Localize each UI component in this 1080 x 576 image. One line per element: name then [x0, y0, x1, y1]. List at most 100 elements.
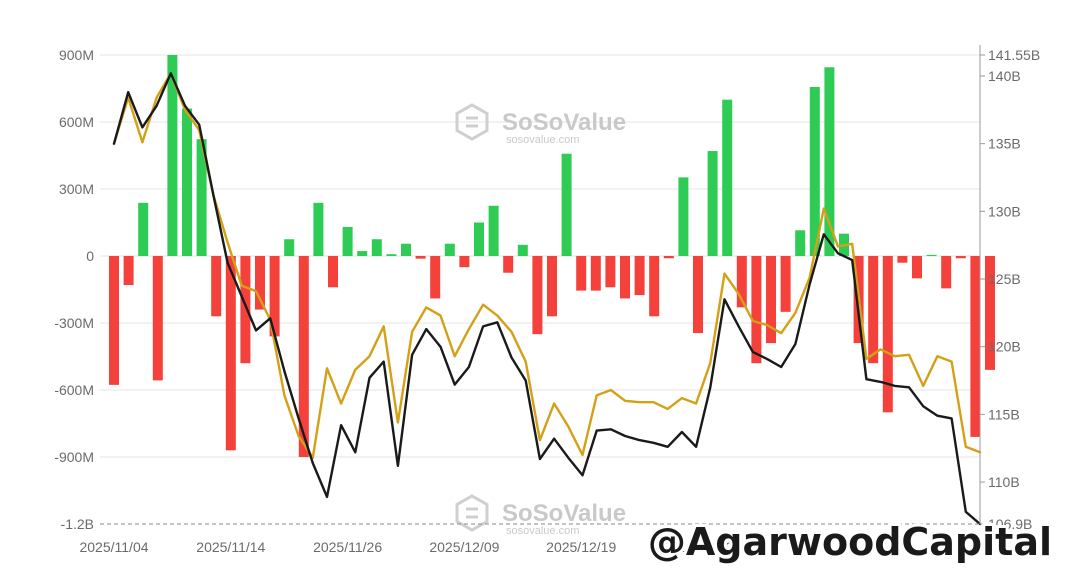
inflow-bar: [561, 153, 572, 256]
outflow-bar: [649, 256, 660, 317]
left-tick-label: 600M: [59, 114, 94, 130]
sosovalue-logo-icon: [455, 103, 489, 141]
outflow-bar: [123, 256, 134, 286]
x-tick-label: 2025/11/26: [313, 539, 382, 555]
inflow-bar: [722, 99, 733, 257]
outflow-bar: [766, 256, 776, 344]
watermark-brand: SoSoValue: [502, 500, 626, 527]
inflow-bar: [196, 139, 207, 256]
series-line: [112, 72, 982, 459]
inflow-bar: [138, 202, 149, 256]
left-tick-label: -300M: [54, 315, 94, 331]
right-tick-label: 120B: [988, 339, 1021, 355]
outflow-bar: [547, 256, 557, 317]
left-tick-label: -900M: [54, 449, 94, 465]
outflow-bar: [897, 256, 908, 263]
inflow-bar: [284, 239, 295, 256]
series-line: [112, 72, 982, 526]
outflow-bar: [152, 256, 163, 381]
inflow-bar: [678, 177, 689, 256]
outflow-bar: [751, 256, 762, 364]
watermark-brand: SoSoValue: [502, 109, 626, 136]
outflow-bar: [605, 256, 616, 288]
sosovalue-logo-icon: [455, 494, 489, 532]
inflow-bar: [444, 243, 455, 256]
outflow-bar: [663, 256, 674, 259]
watermark-top: SoSoValue sosovalue.com: [455, 103, 626, 146]
inflow-bar: [167, 55, 178, 256]
inflow-bar: [357, 251, 368, 256]
right-tick-label: 130B: [988, 203, 1021, 219]
outflow-bar: [941, 256, 952, 289]
inflow-bar: [474, 222, 484, 256]
outflow-bar: [211, 256, 222, 317]
axes: [100, 45, 981, 525]
inflow-bar: [488, 205, 499, 256]
inflow-bar: [182, 108, 192, 256]
outflow-bar: [459, 256, 470, 268]
left-tick-label: 300M: [59, 181, 94, 197]
watermark-sub: sosovalue.com: [506, 134, 579, 146]
inflow-bar: [313, 202, 324, 256]
outflow-bar: [109, 256, 119, 385]
outflow-bar: [298, 256, 309, 457]
outflow-bar: [634, 256, 645, 296]
right-tick-label: 106.9B: [988, 516, 1032, 532]
outflow-bar: [868, 256, 879, 364]
right-tick-label: 141.55B: [988, 47, 1040, 63]
outflow-bar: [693, 256, 703, 334]
x-axis-ticks: 2025/11/04 2025/11/14 2025/11/26 2025/12/09…: [79, 539, 733, 555]
right-tick-label: 110B: [988, 474, 1020, 490]
outflow-bar: [576, 256, 587, 291]
outflow-bar: [430, 256, 441, 299]
x-tick-label: 2025/12/09: [429, 539, 499, 555]
credit-label: @AgarwoodCapital: [648, 520, 1052, 564]
inflow-bar: [926, 254, 937, 256]
right-tick-label: 135B: [988, 136, 1021, 152]
inflow-bar: [824, 67, 835, 257]
outflow-bar: [255, 256, 265, 310]
left-tick-label: -1.2B: [61, 516, 94, 532]
outflow-bar: [912, 256, 922, 279]
watermark-sub: sosovalue.com: [506, 525, 579, 537]
x-tick-label: 2025/11/04: [79, 539, 148, 555]
inflow-bar: [386, 254, 397, 256]
inflow-bar: [809, 86, 820, 256]
inflow-bar: [517, 244, 528, 256]
outflow-bar: [240, 256, 251, 364]
right-axis-ticks: 141.55B 140B 135B 130B 125B 120B 115B 110B 106.9…: [980, 47, 1040, 532]
outflow-bar: [269, 256, 280, 337]
outflow-bar: [328, 256, 338, 288]
outflow-bar: [970, 256, 981, 437]
outflow-bar: [620, 256, 630, 299]
right-tick-label: 115B: [988, 406, 1020, 422]
right-tick-label: 125B: [988, 271, 1021, 287]
outflow-bar: [882, 256, 893, 413]
left-tick-label: 900M: [59, 47, 94, 63]
inflow-bar: [795, 230, 806, 256]
outflow-bar: [590, 256, 601, 291]
outflow-bar: [225, 256, 236, 451]
inflow-bar: [342, 226, 353, 256]
x-tick-label: 2026/01/02: [663, 539, 733, 555]
inflow-bar: [371, 239, 382, 256]
inflow-bar: [401, 243, 411, 256]
outflow-bar: [532, 256, 543, 335]
outflow-bar: [985, 256, 995, 370]
watermark-bottom: SoSoValue sosovalue.com: [455, 494, 626, 537]
inflow-bar: [707, 151, 718, 256]
outflow-bar: [503, 256, 514, 273]
left-tick-label: 0: [86, 248, 94, 264]
flow-bars: [109, 55, 995, 457]
left-tick-label: -600M: [54, 382, 94, 398]
left-axis-ticks: 900M 600M 300M 0 -300M -600M -900M -1.2B: [54, 47, 94, 532]
value-lines: [112, 72, 982, 526]
outflow-bar: [955, 256, 966, 259]
outflow-bar: [415, 256, 426, 259]
outflow-bar: [736, 256, 747, 308]
outflow-bar: [780, 256, 791, 312]
right-tick-label: 140B: [988, 68, 1021, 84]
x-tick-label: 2025/11/14: [196, 539, 265, 555]
x-tick-label: 2025/12/19: [546, 539, 616, 555]
